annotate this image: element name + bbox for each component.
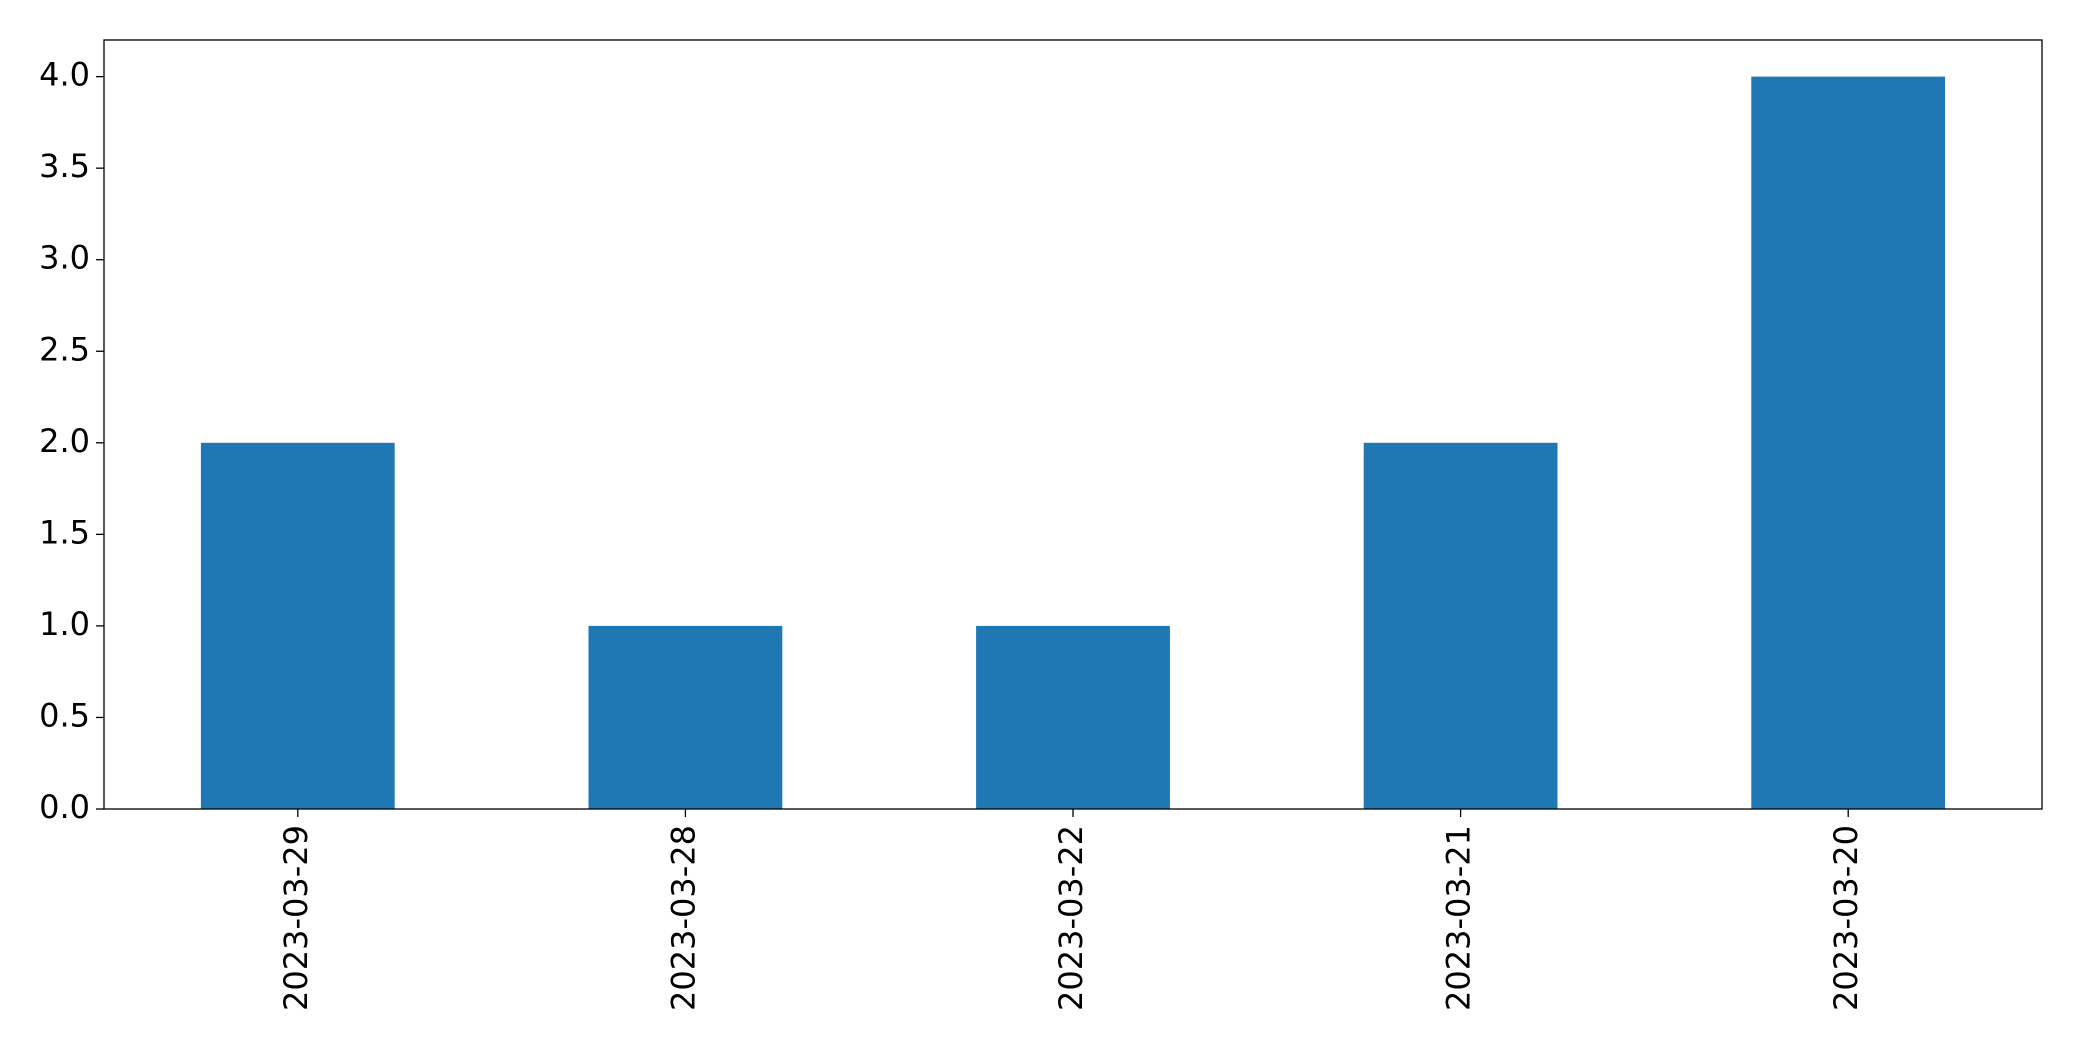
y-tick-label: 2.0 xyxy=(39,422,90,460)
x-tick-label: 2023-03-20 xyxy=(1827,825,1865,1011)
bar xyxy=(1751,76,1946,810)
y-tick-label: 1.0 xyxy=(39,605,90,643)
bar xyxy=(200,442,395,809)
y-tick-label: 4.0 xyxy=(39,56,90,94)
bar xyxy=(1363,442,1558,809)
x-tick-label: 2023-03-22 xyxy=(1052,825,1090,1011)
y-tick-label: 3.5 xyxy=(39,147,90,185)
x-tick-label: 2023-03-29 xyxy=(277,825,315,1011)
y-tick-label: 2.5 xyxy=(39,330,90,368)
y-tick-label: 0.5 xyxy=(39,696,90,734)
bar xyxy=(588,625,783,809)
x-tick-label: 2023-03-28 xyxy=(664,825,702,1011)
y-tick-label: 0.0 xyxy=(39,788,90,826)
x-tick-label: 2023-03-21 xyxy=(1440,825,1478,1011)
y-tick-label: 3.0 xyxy=(39,239,90,277)
y-tick-label: 1.5 xyxy=(39,513,90,551)
plot-frame xyxy=(103,39,2043,810)
bar xyxy=(976,625,1170,809)
